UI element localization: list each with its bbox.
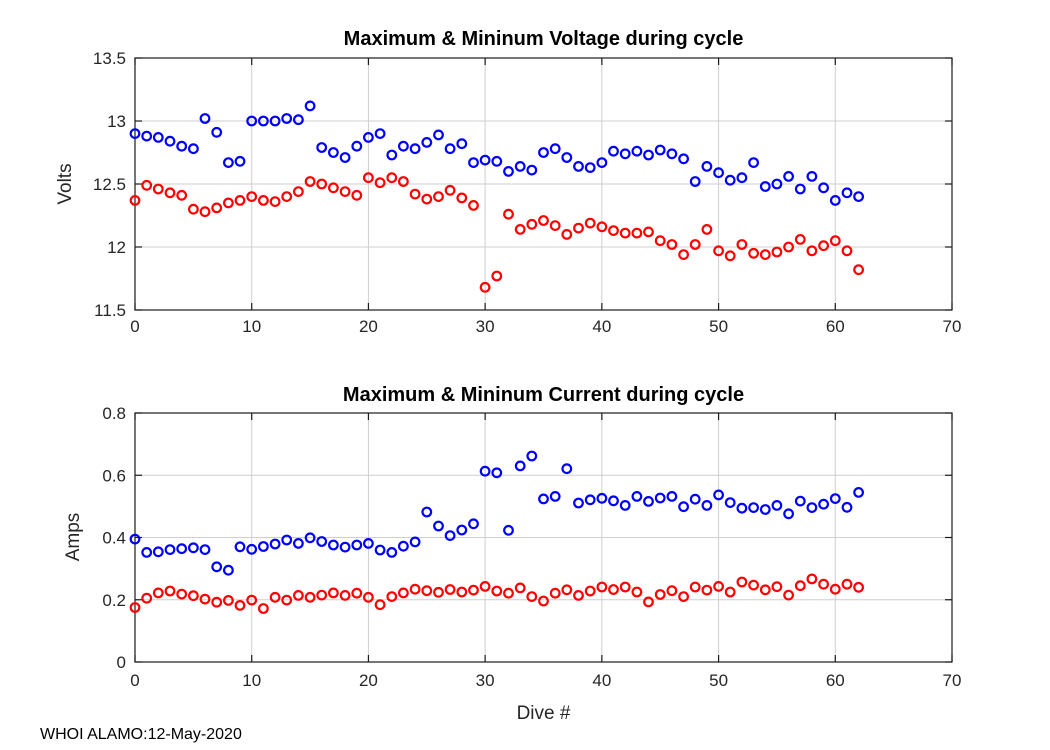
svg-text:50: 50 xyxy=(709,671,728,690)
svg-text:60: 60 xyxy=(826,671,845,690)
voltage-y-axis-label: Volts xyxy=(55,163,76,205)
svg-text:70: 70 xyxy=(943,671,962,690)
current-plot-title: Maximum & Mininum Current during cycle xyxy=(342,384,745,406)
voltage-plot-title: Maximum & Mininum Voltage during cycle xyxy=(343,28,744,50)
tick-labels: 0 10 20 30 40 50 60 70 0 0.2 0.4 0.6 0.8 xyxy=(102,404,961,690)
grid-lines xyxy=(135,413,952,662)
watermark-text: WHOI ALAMO:12-May-2020 xyxy=(40,726,242,743)
minimum-voltage-points xyxy=(129,172,864,293)
svg-text:40: 40 xyxy=(592,671,611,690)
svg-text:0.4: 0.4 xyxy=(102,529,126,548)
svg-text:13.5: 13.5 xyxy=(93,49,126,68)
svg-text:11.5: 11.5 xyxy=(94,301,126,320)
tick-marks xyxy=(134,412,953,663)
tick-labels: 0 10 20 30 40 50 60 70 11.5 12 12.5 13 13.5 xyxy=(93,49,962,336)
svg-text:0.6: 0.6 xyxy=(102,466,126,485)
svg-text:50: 50 xyxy=(709,317,728,336)
svg-text:12: 12 xyxy=(107,238,126,257)
svg-text:20: 20 xyxy=(359,317,378,336)
svg-text:0.8: 0.8 xyxy=(102,404,126,423)
grid-lines xyxy=(135,58,952,310)
svg-text:10: 10 xyxy=(242,671,261,690)
svg-text:12.5: 12.5 xyxy=(93,175,126,194)
current-y-axis-label: Amps xyxy=(63,512,84,562)
svg-text:70: 70 xyxy=(943,317,962,336)
svg-text:0: 0 xyxy=(130,671,139,690)
svg-text:0: 0 xyxy=(130,317,139,336)
x-axis-label: Dive # xyxy=(516,703,571,724)
svg-text:60: 60 xyxy=(826,317,845,336)
svg-text:40: 40 xyxy=(592,317,611,336)
svg-text:20: 20 xyxy=(359,671,378,690)
tick-marks xyxy=(134,57,953,311)
maximum-voltage-points xyxy=(129,100,864,206)
current-plot: 0 10 20 30 40 50 60 70 0 0.2 0.4 0.6 0.8 xyxy=(102,404,961,690)
svg-text:0.2: 0.2 xyxy=(102,591,126,610)
svg-text:10: 10 xyxy=(242,317,261,336)
svg-text:13: 13 xyxy=(107,112,126,131)
maximum-current-points xyxy=(129,450,864,576)
svg-text:30: 30 xyxy=(476,317,495,336)
svg-text:30: 30 xyxy=(476,671,495,690)
voltage-plot: 0 10 20 30 40 50 60 70 11.5 12 12.5 13 13.5 xyxy=(93,49,962,336)
minimum-current-points xyxy=(129,573,864,614)
svg-text:0: 0 xyxy=(117,653,126,672)
